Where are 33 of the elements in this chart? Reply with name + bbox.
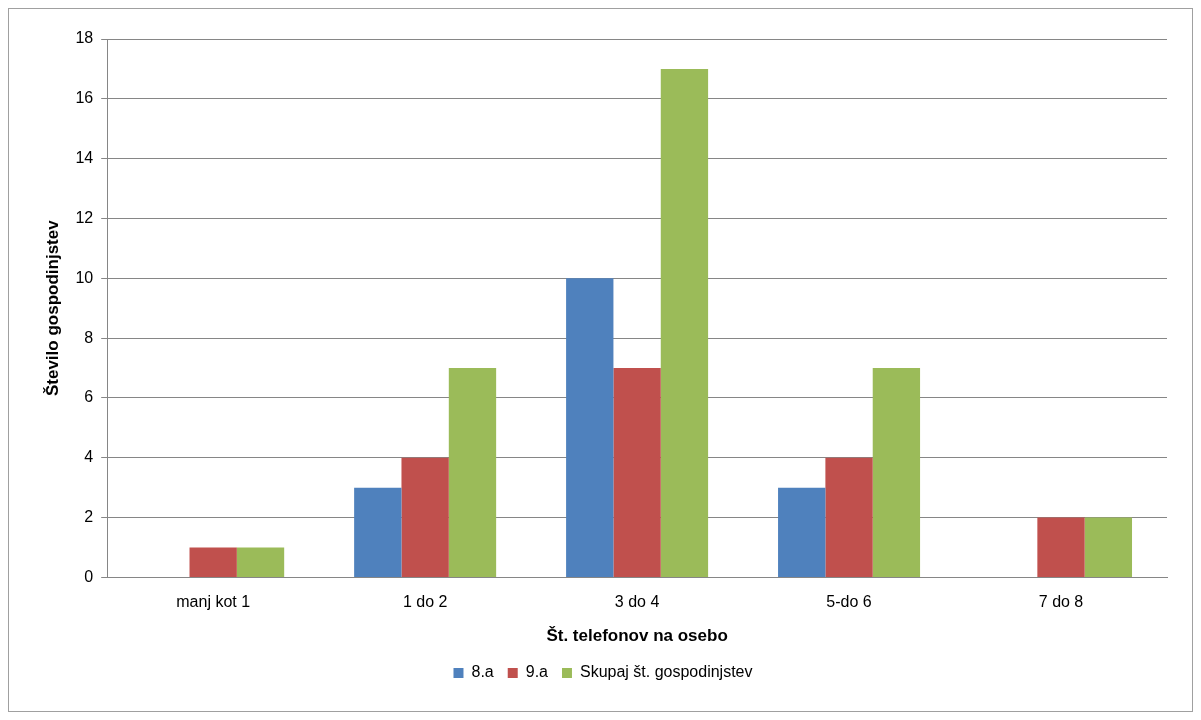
bar xyxy=(401,457,449,577)
x-tick-label: manj kot 1 xyxy=(176,593,251,611)
bar xyxy=(613,368,661,577)
bar xyxy=(778,487,826,577)
y-tick-label: 10 xyxy=(75,268,94,286)
y-axis-title: Število gospodinjstev xyxy=(42,219,62,397)
y-tick-label: 14 xyxy=(75,149,94,167)
y-tick-label: 12 xyxy=(75,208,94,226)
y-tick-label: 8 xyxy=(84,328,94,346)
y-tick-label: 2 xyxy=(84,507,94,525)
bar xyxy=(189,547,237,577)
bar xyxy=(566,278,614,577)
x-tick-label: 1 do 2 xyxy=(402,593,448,611)
legend-label: 9.a xyxy=(525,663,549,681)
x-tick-label: 3 do 4 xyxy=(614,593,660,611)
bar xyxy=(236,547,285,577)
bar xyxy=(872,368,921,577)
bar xyxy=(660,68,709,577)
x-axis-title: Št. telefonov na osebo xyxy=(546,626,728,646)
legend-label: 8.a xyxy=(471,663,494,681)
y-tick-label: 16 xyxy=(75,89,94,107)
y-tick-label: 4 xyxy=(84,448,94,466)
legend-label: Skupaj št. gospodinjstev xyxy=(579,663,753,681)
x-tick-label: 7 do 8 xyxy=(1038,593,1084,611)
y-tick-label: 0 xyxy=(84,567,94,585)
bar xyxy=(1037,517,1085,577)
x-tick-label: 5-do 6 xyxy=(826,593,872,611)
bar xyxy=(1084,517,1133,577)
y-tick-label: 18 xyxy=(75,29,94,47)
bar xyxy=(825,457,873,577)
bar xyxy=(448,368,497,577)
bar xyxy=(354,487,402,577)
y-tick-label: 6 xyxy=(84,388,94,406)
